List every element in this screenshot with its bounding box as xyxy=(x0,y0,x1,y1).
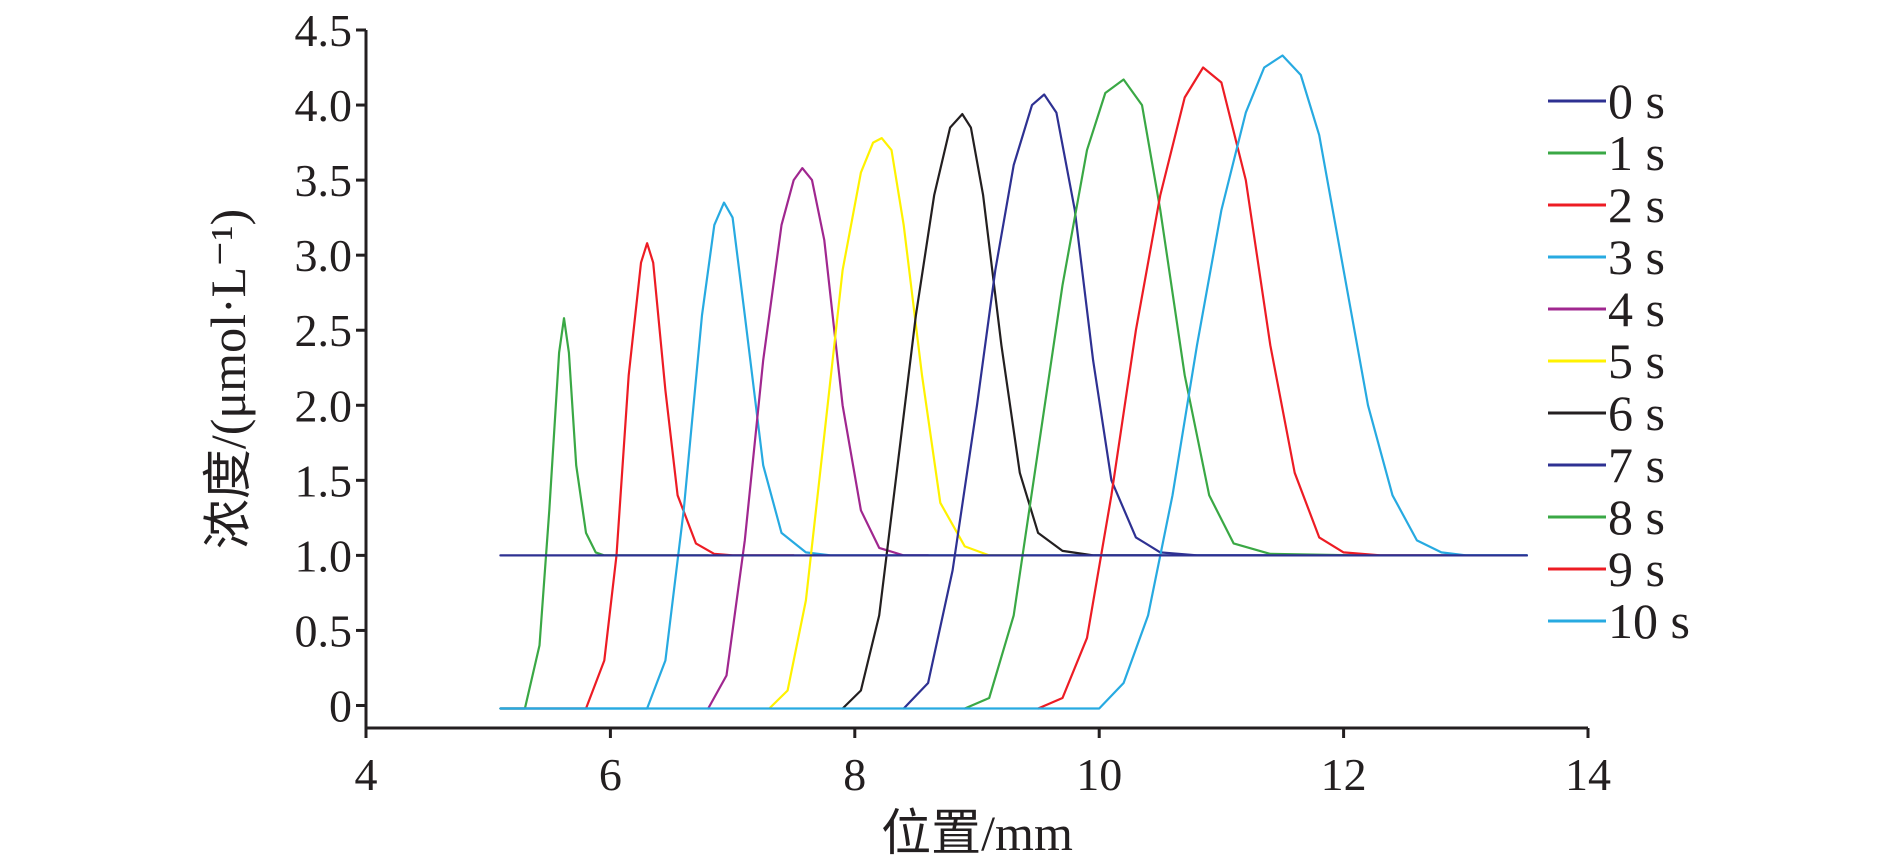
y-tick-label: 2.5 xyxy=(295,305,353,356)
y-tick-label: 3.5 xyxy=(295,155,353,206)
y-tick-label: 2.0 xyxy=(295,380,353,431)
series-line-2 xyxy=(499,242,795,710)
legend-label-0: 0 s xyxy=(1608,73,1665,129)
legend-label-10: 10 s xyxy=(1608,593,1690,649)
x-axis-label: 位置/mm xyxy=(881,805,1073,861)
x-tick-label: 12 xyxy=(1321,749,1367,800)
legend-label-6: 6 s xyxy=(1608,385,1665,441)
series-line-7 xyxy=(902,93,1272,710)
y-tick-label: 3.0 xyxy=(295,230,353,281)
x-tick-label: 4 xyxy=(355,749,378,800)
x-tick-label: 6 xyxy=(599,749,622,800)
x-tick-label: 10 xyxy=(1076,749,1122,800)
series-line-5 xyxy=(768,137,1028,710)
y-tick-label: 0.5 xyxy=(295,605,353,656)
plot-frame xyxy=(364,30,1588,730)
legend-label-8: 8 s xyxy=(1608,489,1665,545)
series-line-10 xyxy=(499,54,1529,710)
legend-label-1: 1 s xyxy=(1608,125,1665,181)
legend-label-9: 9 s xyxy=(1608,541,1665,597)
series-layer xyxy=(499,54,1529,710)
legend-label-3: 3 s xyxy=(1608,229,1665,285)
series-line-1 xyxy=(499,317,710,710)
y-tick-label: 1.0 xyxy=(295,530,353,581)
legend-label-7: 7 s xyxy=(1608,437,1665,493)
y-axis-label: 浓度/(μmol·L⁻¹) xyxy=(200,209,256,549)
x-tick-label: 8 xyxy=(843,749,866,800)
y-tick-label: 4.0 xyxy=(295,80,353,131)
legend-label-2: 2 s xyxy=(1608,177,1665,233)
series-line-9 xyxy=(1036,66,1455,710)
legend: 0 s1 s2 s3 s4 s5 s6 s7 s8 s9 s10 s xyxy=(1548,73,1690,649)
legend-label-4: 4 s xyxy=(1608,281,1665,337)
series-line-6 xyxy=(841,112,1162,710)
y-tick-label: 1.5 xyxy=(295,455,353,506)
axis-ticks: 4 6 8 10 12 14 0 0.5 1.0 1.5 2.0 2.5 3.0 3.5 4.0 4.5 xyxy=(295,5,1612,800)
legend-label-5: 5 s xyxy=(1608,333,1665,389)
series-line-4 xyxy=(707,167,930,710)
x-tick-label: 14 xyxy=(1565,749,1611,800)
series-line-8 xyxy=(963,78,1357,710)
y-tick-label: 4.5 xyxy=(295,5,353,56)
series-line-3 xyxy=(499,201,1529,710)
y-tick-label: 0 xyxy=(329,680,352,731)
